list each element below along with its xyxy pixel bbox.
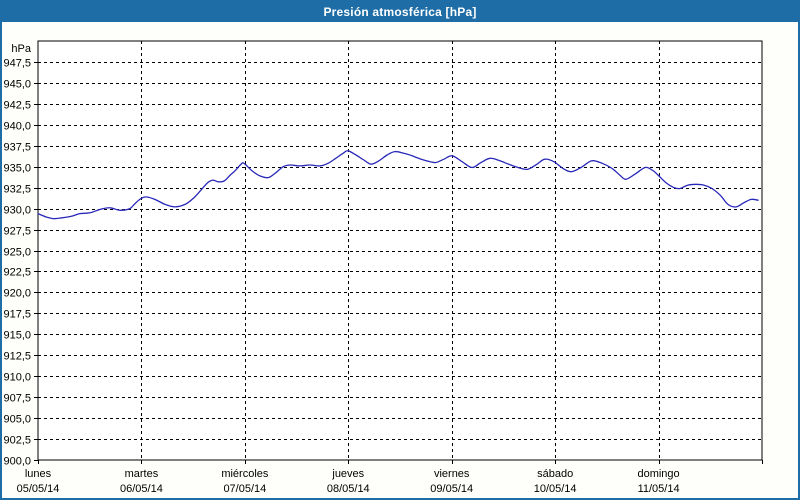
y-axis-tick-label: 917,5 — [3, 309, 31, 321]
x-axis-date-label: 10/05/14 — [534, 483, 577, 495]
x-axis-date-label: 09/05/14 — [430, 483, 473, 495]
y-axis-unit-label: hPa — [11, 43, 31, 55]
y-axis-tick-label: 922,5 — [3, 267, 31, 279]
plot-border — [37, 40, 763, 461]
x-axis-day-label: viernes — [434, 468, 470, 480]
x-axis-day-label: lunes — [25, 468, 52, 480]
x-axis-date-label: 11/05/14 — [638, 483, 680, 495]
x-axis-day-label: domingo — [637, 468, 679, 480]
x-axis-date-label: 08/05/14 — [327, 483, 370, 495]
y-axis-tick-label: 930,0 — [3, 205, 31, 217]
x-axis-day-label: martes — [125, 468, 159, 480]
y-axis-tick-label: 942,5 — [3, 100, 31, 112]
y-axis-tick-label: 915,0 — [3, 330, 31, 342]
y-axis-tick-label: 920,0 — [3, 288, 31, 300]
y-axis-tick-label: 900,0 — [3, 456, 31, 468]
pressure-line — [37, 150, 759, 220]
y-axis-tick-label: 925,0 — [3, 247, 31, 259]
window-title: Presión atmosférica [hPa] — [323, 5, 477, 19]
y-axis-tick-label: 927,5 — [3, 226, 31, 238]
pressure-chart: 947,5 945,0 942,5 940,0 937,5 935,0 932,5 930,0… — [3, 40, 763, 495]
y-axis-tick-label: 935,0 — [3, 163, 31, 175]
y-axis-tick-label: 932,5 — [3, 184, 31, 196]
chart-area: 947,5 945,0 942,5 940,0 937,5 935,0 932,5 930,0… — [2, 22, 798, 498]
x-axis-date-label: 05/05/14 — [17, 483, 60, 495]
y-axis-tick-label: 905,0 — [3, 414, 31, 426]
y-axis-tick-label: 947,5 — [3, 58, 31, 70]
y-axis-tick-label: 945,0 — [3, 79, 31, 91]
y-axis-tick-label: 902,5 — [3, 435, 31, 447]
y-axis-tick-label: 907,5 — [3, 393, 31, 405]
y-axis-tick-label: 910,0 — [3, 372, 31, 384]
y-axis-tick-label: 912,5 — [3, 351, 31, 363]
title-bar: Presión atmosférica [hPa] — [2, 2, 798, 22]
x-axis-day-label: jueves — [331, 468, 364, 480]
x-axis-day-label: miércoles — [221, 468, 269, 480]
x-axis-day-label: sábado — [537, 468, 573, 480]
y-axis-tick-label: 940,0 — [3, 121, 31, 133]
y-axis-tick-label: 937,5 — [3, 142, 31, 154]
x-axis-date-label: 07/05/14 — [223, 483, 266, 495]
x-axis-date-label: 06/05/14 — [120, 483, 163, 495]
